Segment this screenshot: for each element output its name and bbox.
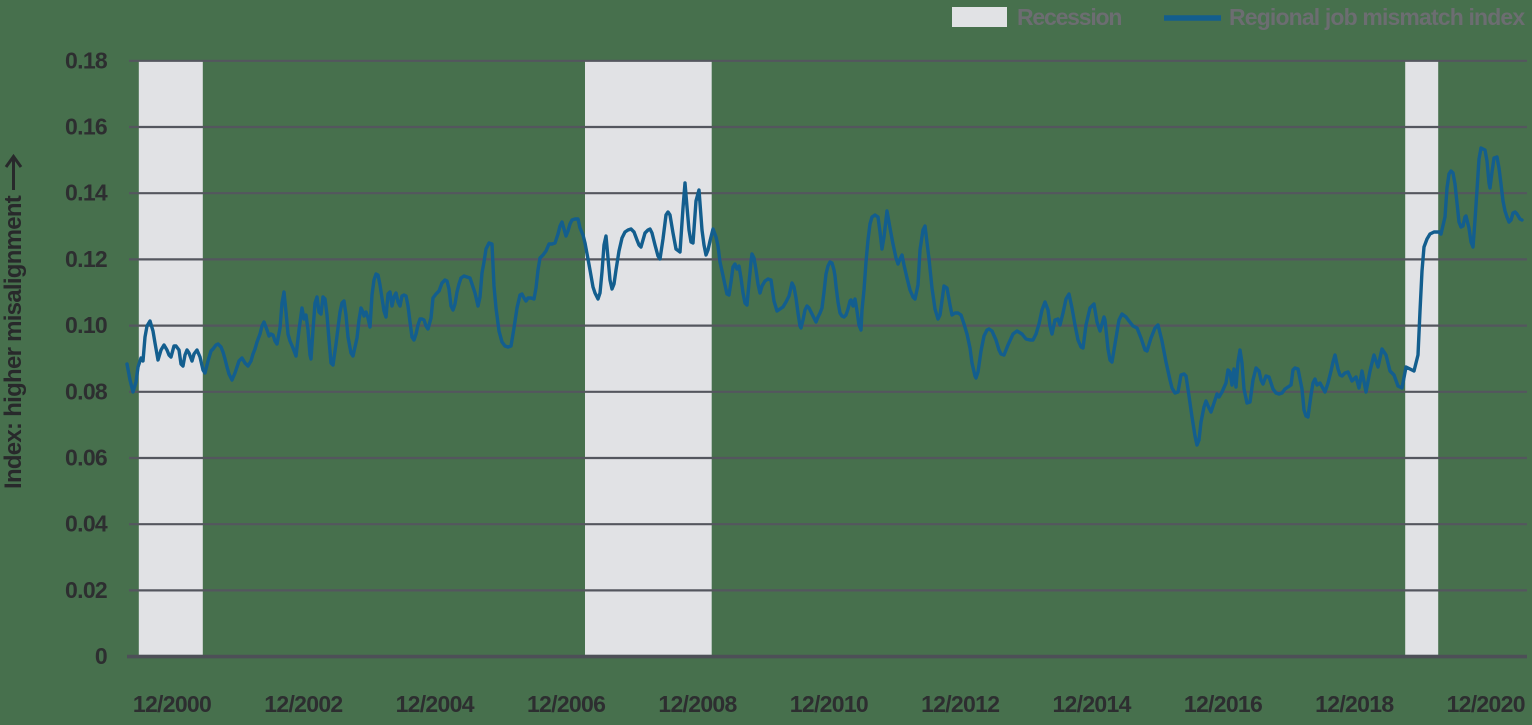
svg-text:12/2010: 12/2010: [790, 691, 868, 717]
svg-text:0.16: 0.16: [65, 114, 107, 140]
svg-text:0.12: 0.12: [65, 246, 107, 272]
svg-text:Regional job mismatch index: Regional job mismatch index: [1229, 4, 1525, 30]
svg-text:12/2002: 12/2002: [264, 691, 342, 717]
svg-text:0.02: 0.02: [65, 577, 107, 603]
svg-text:12/2012: 12/2012: [921, 691, 999, 717]
svg-text:0.08: 0.08: [65, 378, 108, 404]
svg-text:12/2020: 12/2020: [1447, 691, 1525, 717]
svg-text:0.10: 0.10: [65, 312, 107, 338]
svg-text:12/2004: 12/2004: [396, 691, 475, 717]
svg-text:12/2006: 12/2006: [527, 691, 605, 717]
svg-text:12/2018: 12/2018: [1315, 691, 1394, 717]
svg-text:Index: higher misalignment: Index: higher misalignment: [0, 195, 27, 489]
svg-text:12/2000: 12/2000: [133, 691, 211, 717]
svg-text:12/2014: 12/2014: [1052, 691, 1131, 717]
svg-text:0.04: 0.04: [65, 511, 108, 537]
svg-text:12/2016: 12/2016: [1184, 691, 1262, 717]
svg-text:0.14: 0.14: [65, 180, 108, 206]
svg-text:0: 0: [95, 643, 107, 669]
svg-text:0.06: 0.06: [65, 445, 107, 471]
svg-text:0.18: 0.18: [65, 47, 108, 73]
svg-text:Recession: Recession: [1017, 4, 1121, 30]
svg-text:12/2008: 12/2008: [658, 691, 737, 717]
